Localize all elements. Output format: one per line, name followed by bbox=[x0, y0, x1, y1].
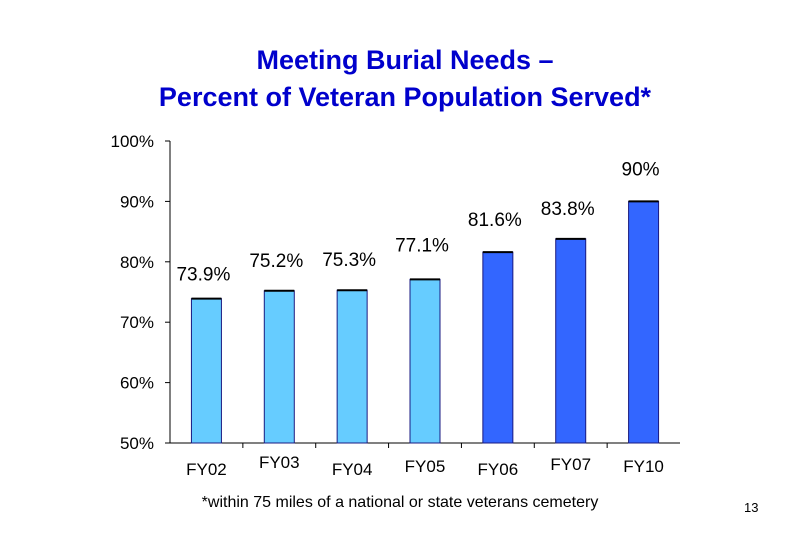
page-number: 13 bbox=[744, 500, 759, 515]
bar bbox=[190, 298, 222, 444]
footnote: *within 75 miles of a national or state … bbox=[201, 494, 599, 511]
data-label: 73.9% bbox=[176, 265, 230, 286]
x-tick-label: FY03 bbox=[259, 453, 300, 472]
slide-title: Meeting Burial Needs – Percent of Vetera… bbox=[0, 42, 810, 116]
title-line-2: Percent of Veteran Population Served* bbox=[158, 82, 652, 112]
y-tick-label: 60% bbox=[120, 374, 154, 393]
bar bbox=[336, 289, 368, 444]
title-line-1: Meeting Burial Needs – bbox=[256, 45, 554, 75]
y-tick-label: 50% bbox=[120, 434, 154, 453]
bar bbox=[409, 278, 441, 444]
x-tick-label: FY04 bbox=[332, 460, 373, 479]
y-tick-label: 70% bbox=[120, 313, 154, 332]
x-tick-label: FY07 bbox=[550, 455, 591, 474]
data-label: 77.1% bbox=[395, 235, 449, 256]
x-tick-label: FY02 bbox=[186, 460, 227, 479]
x-tick-label: FY06 bbox=[478, 460, 519, 479]
bar bbox=[482, 251, 514, 444]
bar bbox=[263, 290, 295, 444]
data-label: 75.2% bbox=[249, 251, 303, 272]
bar bbox=[555, 238, 587, 444]
data-label: 81.6% bbox=[468, 210, 522, 231]
y-tick-label: 80% bbox=[120, 253, 154, 272]
bar bbox=[628, 200, 660, 444]
data-label: 83.8% bbox=[541, 199, 595, 220]
x-tick-label: FY05 bbox=[405, 457, 446, 476]
data-label: 75.3% bbox=[322, 250, 376, 271]
y-tick-label: 90% bbox=[120, 192, 154, 211]
data-label: 90% bbox=[622, 159, 660, 180]
x-tick-label: FY10 bbox=[623, 457, 664, 476]
y-tick-label: 100% bbox=[111, 132, 154, 151]
